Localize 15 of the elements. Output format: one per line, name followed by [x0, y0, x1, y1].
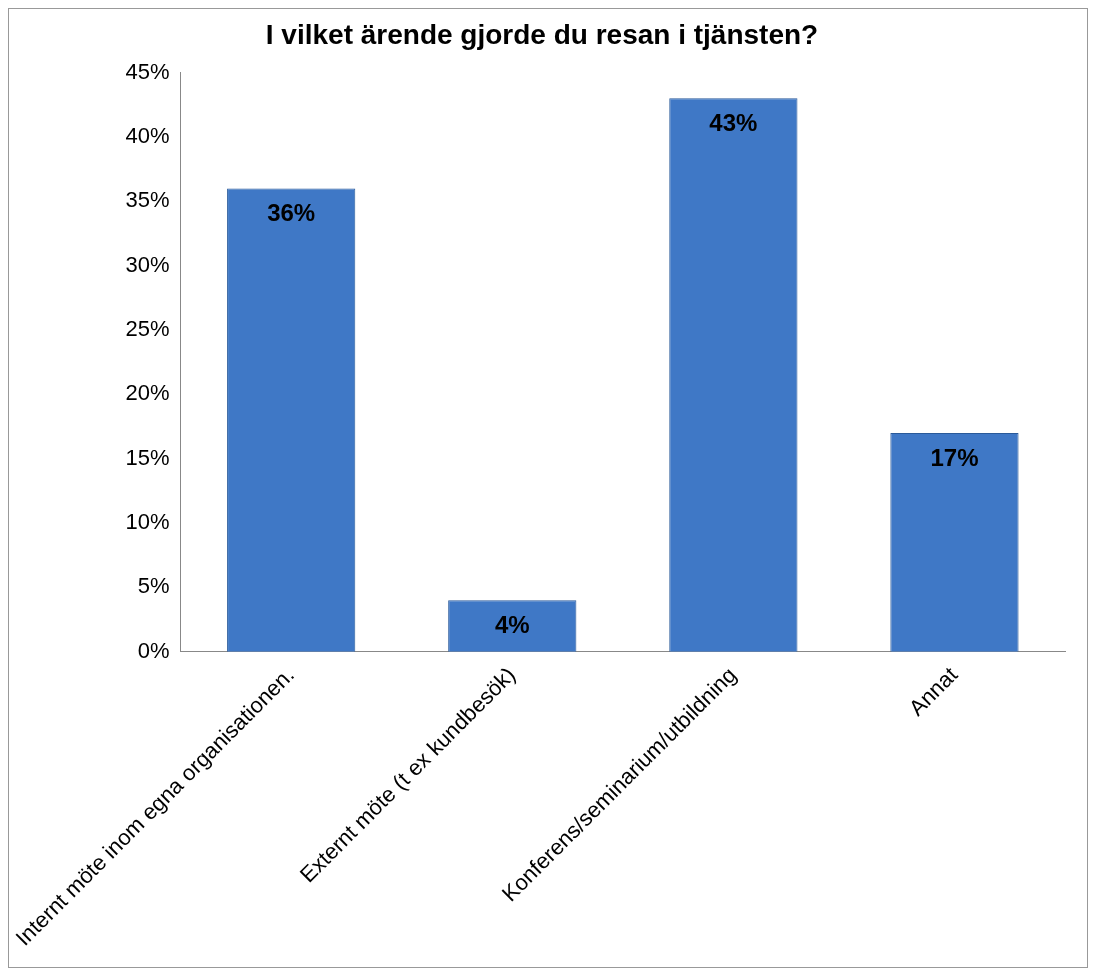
y-tick-label: 40%: [125, 123, 170, 148]
y-tick-label: 35%: [125, 187, 170, 213]
data-label: 43%: [709, 108, 758, 136]
y-tick-label: 25%: [125, 316, 170, 342]
data-label: 4%: [494, 610, 530, 638]
y-tick-label: 30%: [125, 251, 170, 277]
y-tick-label: 10%: [125, 509, 170, 535]
y-tick-label: 5%: [137, 573, 170, 599]
y-tick-label: 15%: [125, 444, 170, 470]
data-label: 17%: [930, 443, 979, 471]
y-tick-label: 0%: [137, 637, 170, 663]
y-tick-label: 45%: [125, 58, 170, 84]
chart-title: I vilket ärende gjorde du resan i tjänsten?: [265, 18, 819, 50]
y-tick-label: 20%: [125, 380, 170, 406]
data-label: 36%: [267, 199, 316, 227]
